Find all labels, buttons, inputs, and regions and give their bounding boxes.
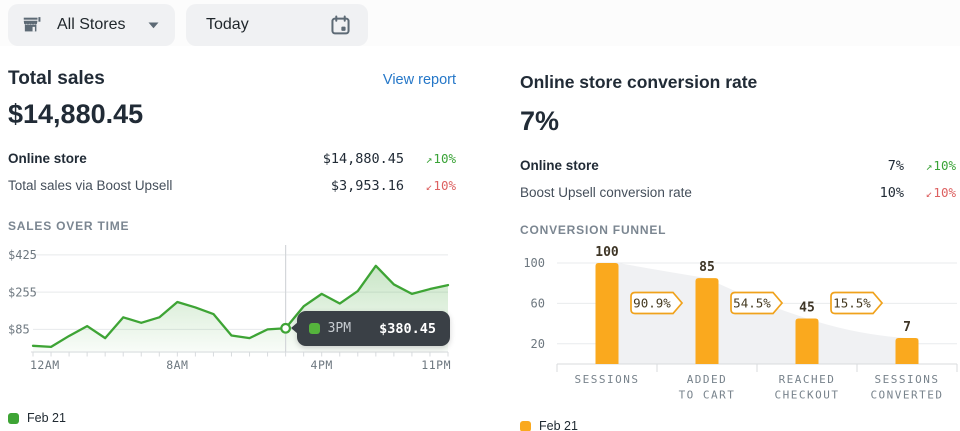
funnel-legend[interactable]: Feb 21 [520,419,956,431]
legend-swatch-orange [520,420,531,431]
svg-text:8AM: 8AM [166,358,188,372]
svg-text:100: 100 [523,256,545,270]
trend-arrow-icon: ↗ [425,153,433,166]
calendar-icon [329,14,352,37]
svg-text:CONVERTED: CONVERTED [870,389,943,402]
svg-text:85: 85 [699,260,715,275]
svg-text:45: 45 [799,301,815,316]
total-sales-value: $14,880.45 [8,99,144,129]
conversion-breakdown: Online store 7% ↗10% Boost Upsell conver… [520,152,956,206]
svg-text:$255: $255 [8,285,37,299]
tooltip-series-swatch [308,323,320,335]
svg-text:60: 60 [531,297,545,311]
tooltip-time: 3PM [327,321,352,337]
svg-text:54.5%: 54.5% [733,295,771,310]
svg-text:11PM: 11PM [421,358,451,372]
svg-text:ADDED: ADDED [687,373,728,386]
svg-text:15.5%: 15.5% [833,295,871,310]
svg-text:CHECKOUT: CHECKOUT [775,389,840,402]
row-change: ↙10% [425,178,456,193]
total-sales-breakdown: Online store $14,880.45 ↗10% Total sales… [8,145,456,199]
row-change: ↗10% [925,158,956,173]
row-label: Boost Upsell conversion rate [520,185,692,200]
sales-over-time-chart[interactable]: $425 $255 $85 12AM 8AM 4PM 11PM 3PM $380.45 [8,242,456,379]
filters-bar: All Stores Today [0,0,960,46]
row-value: $14,880.45 [322,150,404,167]
dashboard-panels: Total sales View report $14,880.45 Onlin… [0,46,960,431]
date-selector[interactable]: Today [186,4,368,46]
legend-swatch-green [8,412,19,424]
row-label: Online store [520,158,599,173]
storefront-icon [21,14,43,36]
store-selector-label: All Stores [57,16,126,33]
conversion-funnel-chart[interactable]: 100 60 20 100 85 45 7 90.9% 54.5% 15.5% SESSIONS AD… [520,245,958,413]
row-label: Online store [8,151,87,166]
chart-tooltip: 3PM $380.45 [290,311,450,347]
legend-label: Feb 21 [539,419,578,431]
sales-legend[interactable]: Feb 21 [8,411,456,425]
conversion-rate-title: Online store conversion rate [520,72,758,92]
svg-text:SESSIONS: SESSIONS [575,373,640,386]
total-sales-title: Total sales [8,68,105,89]
legend-label: Feb 21 [27,411,66,425]
svg-text:90.9%: 90.9% [633,295,671,310]
svg-text:4PM: 4PM [311,358,333,372]
store-selector[interactable]: All Stores [8,4,175,46]
view-report-link[interactable]: View report [382,72,456,88]
svg-text:SESSIONS: SESSIONS [875,373,940,386]
stat-row-boost-upsell-sales: Total sales via Boost Upsell $3,953.16 ↙… [8,172,456,199]
trend-arrow-icon: ↙ [925,187,933,200]
tooltip-value: $380.45 [379,320,436,337]
svg-text:20: 20 [531,337,545,351]
conversion-funnel-header: CONVERSION FUNNEL [520,223,667,237]
svg-text:12AM: 12AM [30,358,60,372]
row-label: Total sales via Boost Upsell [8,178,173,193]
svg-text:$85: $85 [8,323,30,337]
svg-text:100: 100 [595,246,619,260]
row-change: ↗10% [425,151,456,166]
stat-row-online-store-rate: Online store 7% ↗10% [520,152,956,179]
svg-text:7: 7 [903,320,911,335]
svg-text:TO CART: TO CART [679,389,736,402]
caret-down-icon [148,22,159,29]
conversion-rate-panel: Online store conversion rate 7% Online s… [520,46,958,431]
trend-arrow-icon: ↙ [425,180,433,193]
conversion-rate-value: 7% [520,106,560,136]
row-value: 10% [879,184,904,201]
row-change: ↙10% [925,185,956,200]
date-selector-label: Today [206,16,249,33]
sales-over-time-header: SALES OVER TIME [8,219,130,233]
svg-text:$425: $425 [8,248,37,262]
trend-arrow-icon: ↗ [925,160,933,173]
stat-row-online-store: Online store $14,880.45 ↗10% [8,145,456,172]
svg-text:REACHED: REACHED [779,373,836,386]
total-sales-panel: Total sales View report $14,880.45 Onlin… [8,46,456,431]
stat-row-boost-upsell-rate: Boost Upsell conversion rate 10% ↙10% [520,179,956,206]
row-value: $3,953.16 [330,177,404,194]
row-value: 7% [887,157,904,174]
